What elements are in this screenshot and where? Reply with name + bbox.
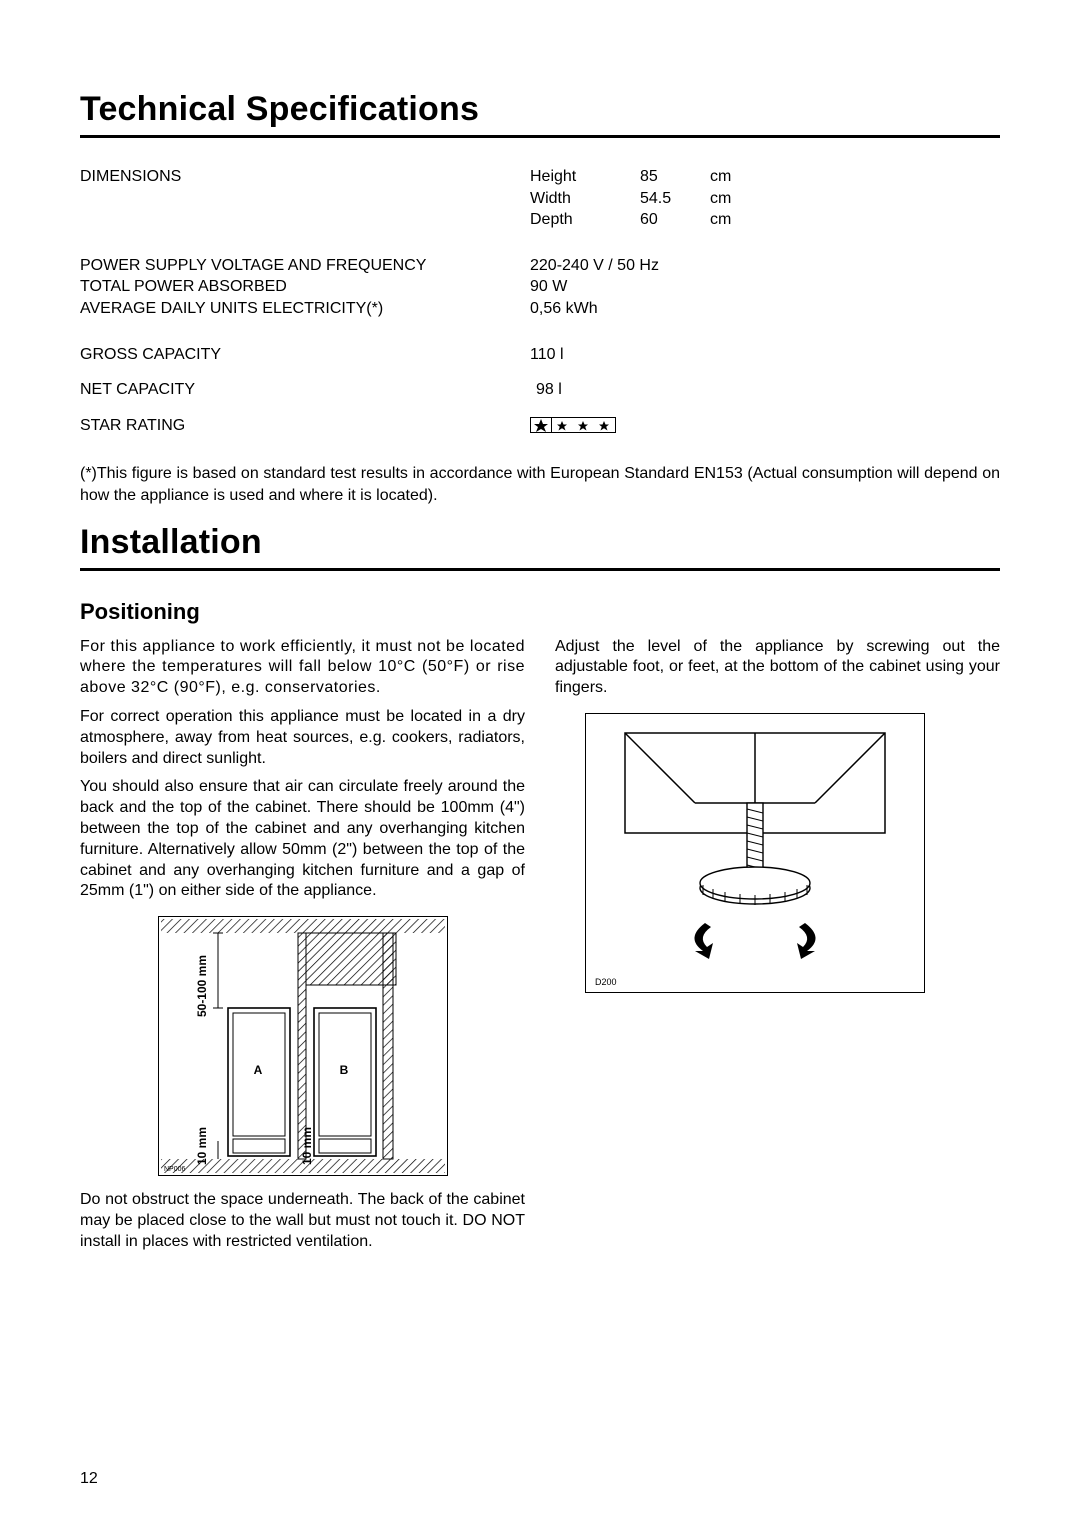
left-p-after-fig: Do not obstruct the space underneath. Th… (80, 1190, 525, 1252)
star-rating-value (530, 415, 780, 438)
rule-2 (80, 568, 1000, 571)
left-p1: For this appliance to work efficiently, … (80, 637, 525, 699)
avg-daily-label: AVERAGE DAILY UNITS ELECTRICITY(*) (80, 298, 530, 320)
dim-name-1: Width (530, 188, 640, 210)
net-cap-value: 98 l (530, 379, 786, 401)
dim-name-2: Depth (530, 209, 640, 231)
adjustable-foot-diagram: D200 (585, 713, 925, 993)
diagram-a-code: NP006 (164, 1166, 186, 1173)
tech-spec-footnote: (*)This figure is based on standard test… (80, 463, 1000, 506)
rule-1 (80, 135, 1000, 138)
dim-name-0: Height (530, 166, 640, 188)
left-column: For this appliance to work efficiently, … (80, 637, 525, 1261)
gross-cap-value: 110 l (530, 344, 780, 366)
spec-block: DIMENSIONS Height 85 cm Width 54.5 cm De… (80, 166, 1000, 437)
power-supply-value: 220-240 V / 50 Hz (530, 255, 780, 277)
clearance-diagram: 50-100 mm 10 mm 10 mm A B NP006 (158, 916, 448, 1176)
avg-daily-value: 0,56 kWh (530, 298, 780, 320)
dim-val-1: 54.5 (640, 188, 710, 210)
bottom-gap-left-label: 10 mm (195, 1127, 209, 1165)
dim-unit-1: cm (710, 188, 750, 210)
dim-unit-2: cm (710, 209, 750, 231)
dimensions-label: DIMENSIONS (80, 166, 530, 231)
installation-title: Installation (80, 523, 1000, 562)
star-rating-label: STAR RATING (80, 415, 530, 438)
tech-spec-title: Technical Specifications (80, 90, 1000, 129)
right-p1: Adjust the level of the appliance by scr… (555, 637, 1000, 699)
dim-val-2: 60 (640, 209, 710, 231)
dim-val-0: 85 (640, 166, 710, 188)
dimensions-table: Height 85 cm Width 54.5 cm Depth 60 cm (530, 166, 750, 231)
gross-cap-label: GROSS CAPACITY (80, 344, 530, 366)
page-number: 12 (80, 1470, 98, 1488)
star-rating-icon (530, 415, 616, 435)
right-column: Adjust the level of the appliance by scr… (555, 637, 1000, 1261)
bottom-gap-right-label: 10 mm (300, 1127, 314, 1165)
total-power-value: 90 W (530, 276, 780, 298)
power-supply-label: POWER SUPPLY VOLTAGE AND FREQUENCY (80, 255, 530, 277)
diagram-b-code: D200 (595, 977, 617, 987)
net-cap-label: NET CAPACITY (80, 379, 530, 401)
left-p2: For correct operation this appliance mus… (80, 707, 525, 769)
label-b: B (339, 1063, 348, 1077)
total-power-label: TOTAL POWER ABSORBED (80, 276, 530, 298)
top-gap-label: 50-100 mm (195, 955, 209, 1017)
label-a: A (253, 1063, 262, 1077)
left-p3: You should also ensure that air can circ… (80, 777, 525, 902)
dim-unit-0: cm (710, 166, 750, 188)
positioning-title: Positioning (80, 599, 1000, 625)
